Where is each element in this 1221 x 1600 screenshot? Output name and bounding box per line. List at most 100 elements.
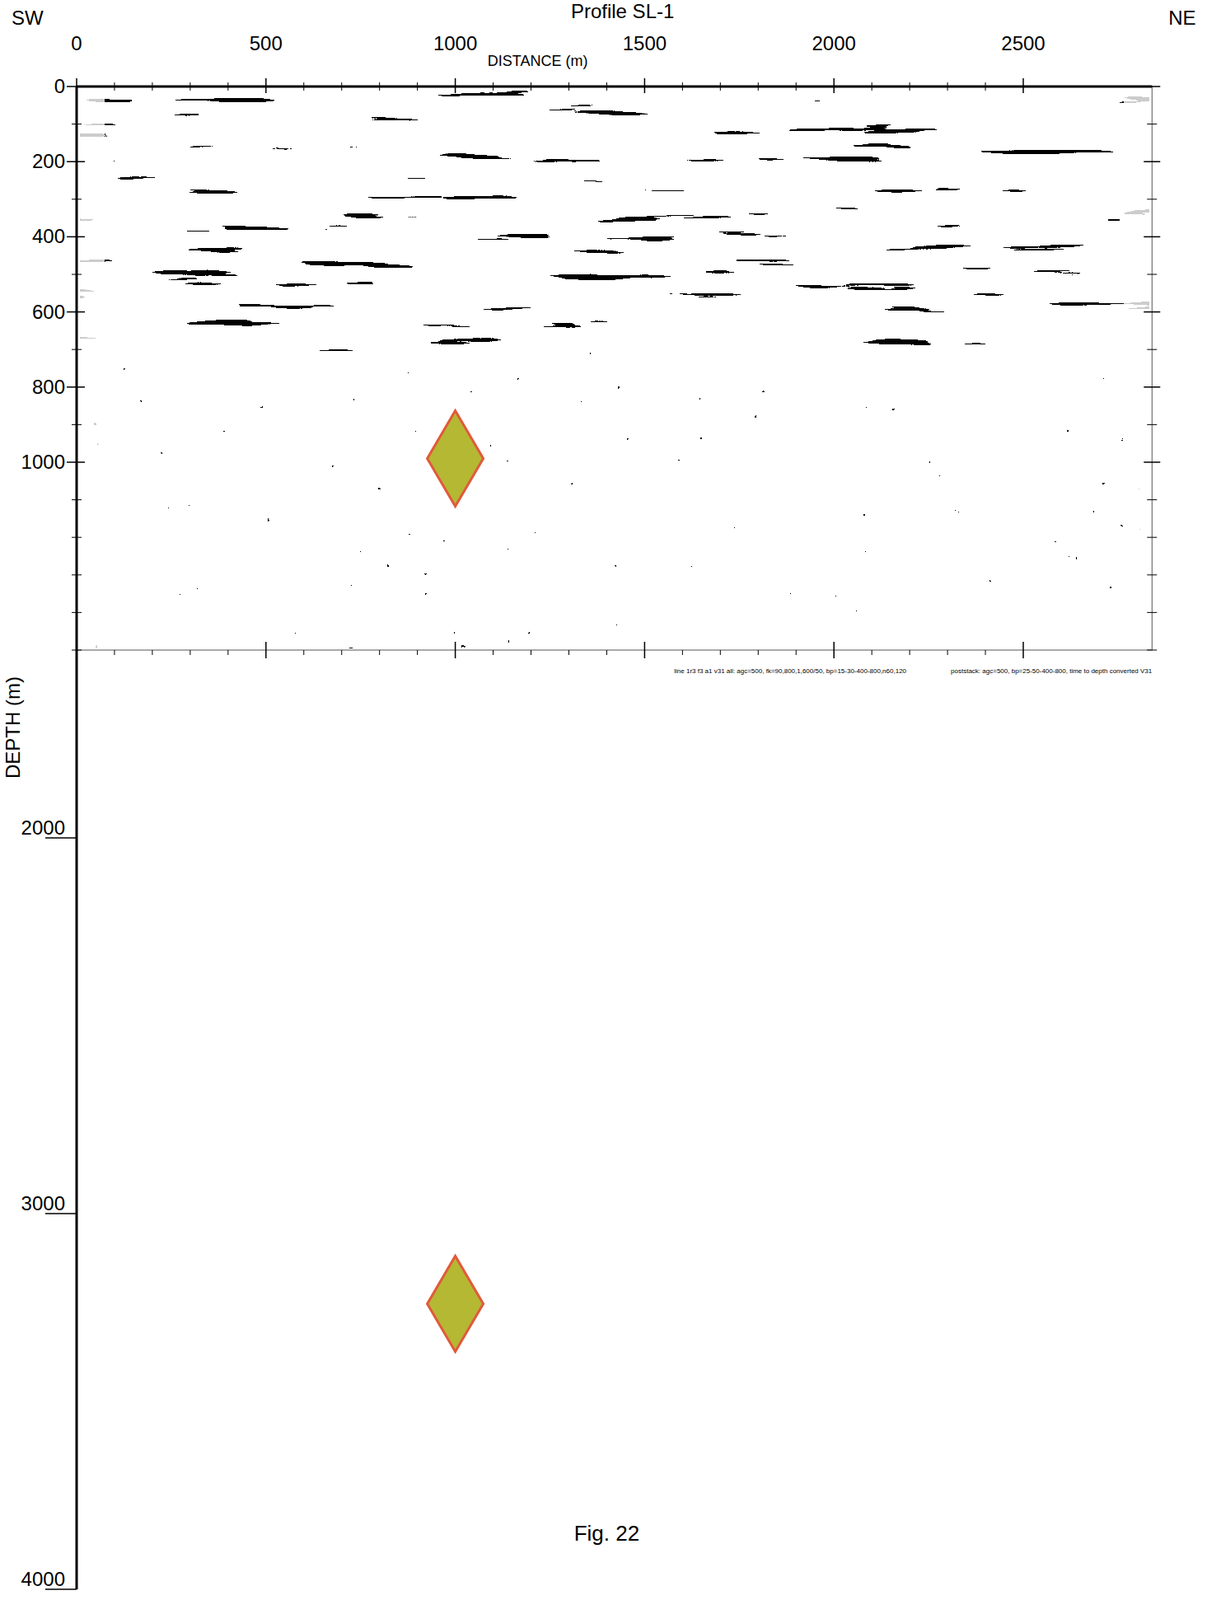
y-tick [66,461,85,464]
x-minor-tick [795,82,797,91]
y-minor-tick [1146,574,1157,576]
seismic-image [79,89,1149,649]
x-minor-tick [113,82,115,91]
y-minor-tick [71,537,82,538]
x-tick [1022,641,1025,659]
y-minor-tick [71,574,82,576]
x-minor-tick [530,650,532,655]
x-axis [76,85,1152,89]
y-minor-tick [1146,123,1157,125]
y-minor-tick [71,612,82,613]
x-axis-title: DISTANCE (m) [487,52,589,70]
y-minor-tick [1146,198,1157,200]
x-tick [1022,78,1025,94]
y-tick [1143,160,1161,163]
direction-label: NE [1168,6,1196,29]
processing-note: line 1r3 f3 a1 v31 all: agc=500, fk=90,8… [673,667,907,675]
x-minor-tick [568,82,570,91]
x-minor-tick [985,650,987,655]
x-minor-tick [303,650,305,655]
y-tick [66,386,85,389]
x-tick-label: 1500 [622,32,667,55]
x-tick-label: 500 [249,32,283,55]
x-minor-tick [530,82,532,91]
x-minor-tick [341,650,342,655]
x-minor-tick [947,650,949,655]
y-minor-tick [1146,650,1157,651]
x-tick-label: 2000 [812,32,857,55]
diamond-marker [427,1255,484,1352]
y-minor-tick [71,349,82,351]
y-tick-label: 2000 [21,816,66,839]
x-tick [75,78,78,94]
x-minor-tick [720,650,721,655]
x-tick [644,78,646,94]
x-minor-tick [947,82,949,91]
direction-label: SW [11,6,44,29]
edge-left [79,89,105,649]
x-minor-tick [378,650,380,655]
y-tick [1143,386,1161,389]
diamond-marker [427,410,484,506]
y-minor-tick [1146,349,1157,351]
x-minor-tick [795,650,797,655]
x-minor-tick [378,82,380,91]
y-tick-label: 400 [32,224,66,248]
y-axis-title: DEPTH (m) [1,676,24,779]
x-minor-tick [757,82,759,91]
y-tick [66,236,85,239]
x-minor-tick [871,650,873,655]
x-minor-tick [492,82,494,91]
x-minor-tick [416,650,418,655]
x-minor-tick [416,82,418,91]
x-tick [265,78,267,94]
x-minor-tick [189,82,191,91]
x-minor-tick [871,82,873,91]
y-tick [1143,461,1161,464]
y-minor-tick [1146,612,1157,613]
x-minor-tick [682,82,684,91]
x-minor-tick [757,650,759,655]
image-frame [76,86,1152,651]
reflectors-upper [79,89,1149,355]
x-tick [454,641,457,659]
x-tick [832,78,835,94]
x-minor-tick [341,82,342,91]
y-tick [66,311,85,314]
x-minor-tick [682,650,684,655]
x-tick-label: 1000 [433,32,478,55]
y-minor-tick [1146,424,1157,426]
x-minor-tick [909,650,911,655]
y-tick-label: 200 [32,149,66,173]
x-tick [832,641,835,659]
x-tick [644,641,646,659]
edge-right [1123,89,1149,649]
x-minor-tick [227,650,229,655]
y-minor-tick [71,274,82,276]
y-tick-label: 1000 [21,450,66,473]
y-tick [1143,85,1161,88]
y-tick [66,160,85,163]
x-tick [265,641,267,659]
y-minor-tick [71,123,82,125]
y-tick-label: 600 [32,300,66,323]
y-tick-label: 3000 [21,1192,66,1215]
reflectors-lower [79,350,1149,649]
chart: 0500100015002000250002004006008001000200… [0,0,1221,1600]
x-minor-tick [720,82,721,91]
y-tick-label: 0 [54,74,66,98]
x-minor-tick [985,82,987,91]
y-tick [1143,236,1161,239]
x-tick-label: 0 [70,32,82,55]
y-minor-tick [71,198,82,200]
x-minor-tick [151,650,153,655]
y-tick [1143,311,1161,314]
x-minor-tick [606,650,608,655]
x-minor-tick [492,650,494,655]
x-minor-tick [303,82,305,91]
x-minor-tick [151,82,153,91]
y-tick-label: 4000 [21,1567,66,1591]
x-tick [454,78,457,94]
x-minor-tick [568,650,570,655]
y-minor-tick [1146,537,1157,538]
